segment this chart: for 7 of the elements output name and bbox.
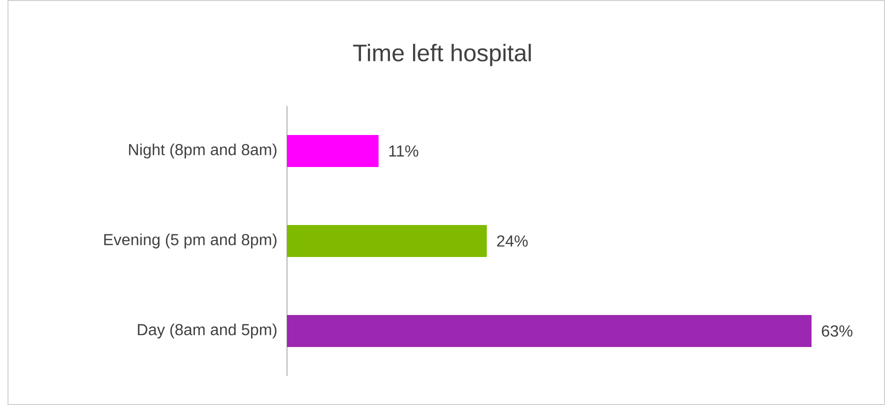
y-tick-label: Night (8pm and 8am) xyxy=(129,144,276,158)
data-label: 24% xyxy=(497,235,528,247)
data-label: 63% xyxy=(822,325,852,337)
y-tick-label: Day (8am and 5pm) xyxy=(138,324,276,338)
chart-title: Time left hospital xyxy=(353,44,531,66)
data-label: 11% xyxy=(389,145,418,157)
y-tick-label: Evening (5 pm and 8pm) xyxy=(104,234,276,248)
